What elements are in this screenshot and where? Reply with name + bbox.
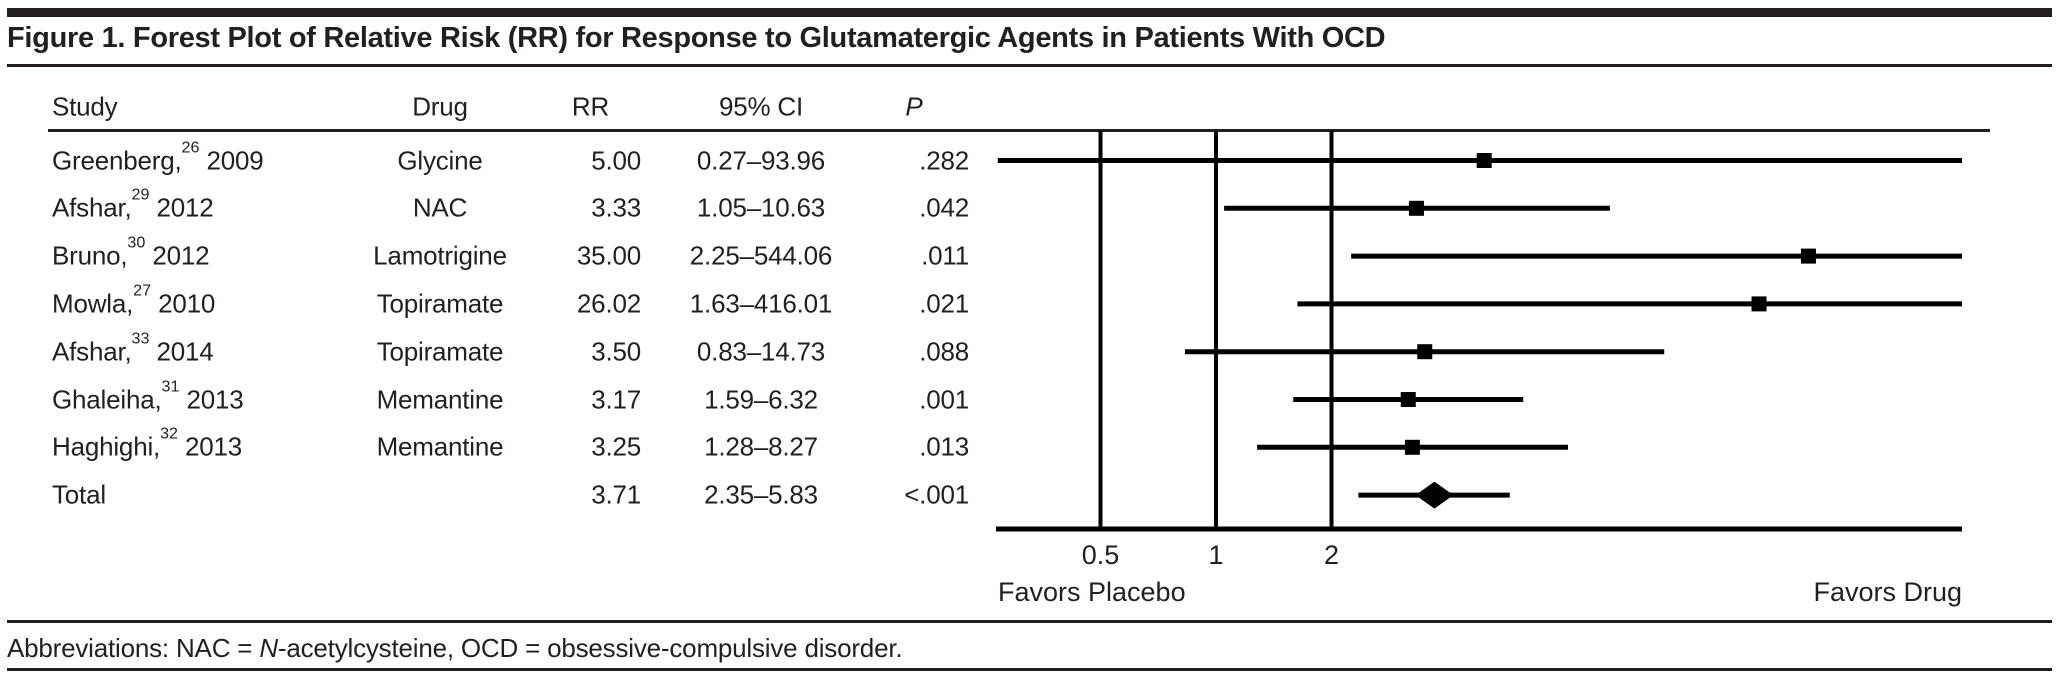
study-cell: Afshar,29 2012: [52, 185, 214, 223]
ci-cell: 0.83–14.73: [696, 336, 826, 367]
total-diamond-marker: [1415, 481, 1454, 509]
ci-cell: 1.59–6.32: [704, 384, 818, 414]
ci-cell: 2.35–5.83: [704, 479, 818, 510]
figure-title: Figure 1. Forest Plot of Relative Risk (…: [7, 22, 1386, 54]
drug-cell: Topiramate: [376, 288, 504, 319]
tick-label-2: 2: [1323, 540, 1340, 570]
bottom-rule: [7, 668, 2052, 671]
rr-square-marker-6: [1404, 439, 1420, 455]
ci-cell: 1.05–10.63: [696, 192, 826, 223]
header-rule: [48, 129, 1990, 132]
top-bar: [7, 8, 2052, 17]
col-header-study: Study: [52, 91, 118, 122]
abbreviations-suffix: -acetylcysteine, OCD = obsessive-compuls…: [277, 633, 903, 663]
table-row-6: Haghighi,32 2013 Memantine 3.25 1.28–8.27 .0…: [0, 423, 1000, 471]
table-row-total: Total 3.71 2.35–5.83 <.001: [0, 471, 1000, 519]
p-cell: .013: [919, 431, 969, 462]
col-header-rr: RR: [571, 91, 610, 122]
p-cell: .088: [919, 336, 969, 367]
table-row-3: Mowla,27 2010 Topiramate 26.02 1.63–416.01.…: [0, 280, 1000, 328]
rr-cell: 35.00: [576, 240, 641, 271]
drug-cell: Memantine: [376, 431, 504, 462]
p-cell: .011: [921, 240, 969, 271]
study-cell: Ghaleiha,31 2013: [52, 377, 244, 414]
rr-cell: 3.33: [591, 192, 641, 223]
rr-square-marker-1: [1408, 200, 1424, 216]
abbreviations-prefix: Abbreviations: NAC =: [7, 633, 260, 663]
study-cell: Greenberg,26 2009: [52, 138, 264, 175]
study-cell: Total: [52, 479, 106, 510]
rr-cell: 26.02: [576, 288, 641, 319]
drug-cell: NAC: [412, 192, 468, 223]
rr-cell: 3.71: [591, 479, 641, 510]
favors-drug-label: Favors Drug: [1813, 577, 1962, 607]
rr-square-marker-4: [1417, 344, 1433, 360]
col-header-p: P: [905, 91, 923, 122]
p-cell: .021: [919, 288, 969, 319]
abbreviations-text: Abbreviations: NAC = N-acetylcysteine, O…: [7, 633, 2052, 664]
abbreviations-italic-n: N: [259, 633, 278, 663]
abbreviations-top-rule: [7, 620, 2052, 623]
p-cell: .042: [919, 192, 969, 223]
col-header-ci: 95% CI: [718, 91, 804, 122]
p-cell: .001: [919, 384, 969, 414]
tick-label-0.5: 0.5: [1081, 540, 1120, 570]
table-row-1: Afshar,29 2012 NAC 3.33 1.05–10.63 .042: [0, 184, 1000, 232]
tick-label-1: 1: [1208, 540, 1224, 570]
col-header-drug: Drug: [412, 91, 468, 122]
table-header-row: Study Drug RR 95% CI P: [0, 83, 1000, 131]
drug-cell: Glycine: [397, 145, 483, 175]
rr-cell: 3.17: [591, 384, 641, 414]
rr-cell: 3.25: [591, 431, 641, 462]
study-cell: Afshar,33 2014: [52, 329, 214, 367]
p-cell: .282: [919, 145, 969, 175]
p-cell: <.001: [904, 479, 969, 510]
rr-square-marker-0: [1476, 153, 1492, 168]
ci-cell: 1.28–8.27: [704, 431, 818, 462]
rr-cell: 3.50: [591, 336, 641, 367]
title-rule: [7, 64, 2052, 67]
ci-cell: 0.27–93.96: [696, 145, 826, 175]
table-row-2: Bruno,30 2012 Lamotrigine 35.00 2.25–544.06…: [0, 232, 1000, 280]
favors-placebo-label: Favors Placebo: [998, 577, 1186, 607]
study-cell: Bruno,30 2012: [52, 233, 210, 271]
rr-cell: 5.00: [591, 145, 641, 175]
ci-cell: 1.63–416.01: [689, 288, 833, 319]
study-cell: Mowla,27 2010: [52, 281, 216, 319]
table-row-4: Afshar,33 2014 Topiramate 3.50 0.83–14.73 .0…: [0, 328, 1000, 376]
ci-cell: 2.25–544.06: [689, 240, 833, 271]
drug-cell: Lamotrigine: [373, 240, 507, 271]
table-row-5: Ghaleiha,31 2013 Memantine 3.17 1.59–6.32 .0…: [0, 376, 1000, 424]
drug-cell: Memantine: [376, 384, 504, 414]
rr-square-marker-2: [1800, 248, 1816, 264]
drug-cell: Topiramate: [376, 336, 504, 367]
rr-square-marker-5: [1400, 392, 1416, 407]
rr-square-marker-3: [1751, 296, 1767, 312]
table-row-0: Greenberg,26 2009 Glycine 5.00 0.27–93.96 .2…: [0, 137, 1000, 185]
study-cell: Haghighi,32 2013: [52, 424, 243, 462]
